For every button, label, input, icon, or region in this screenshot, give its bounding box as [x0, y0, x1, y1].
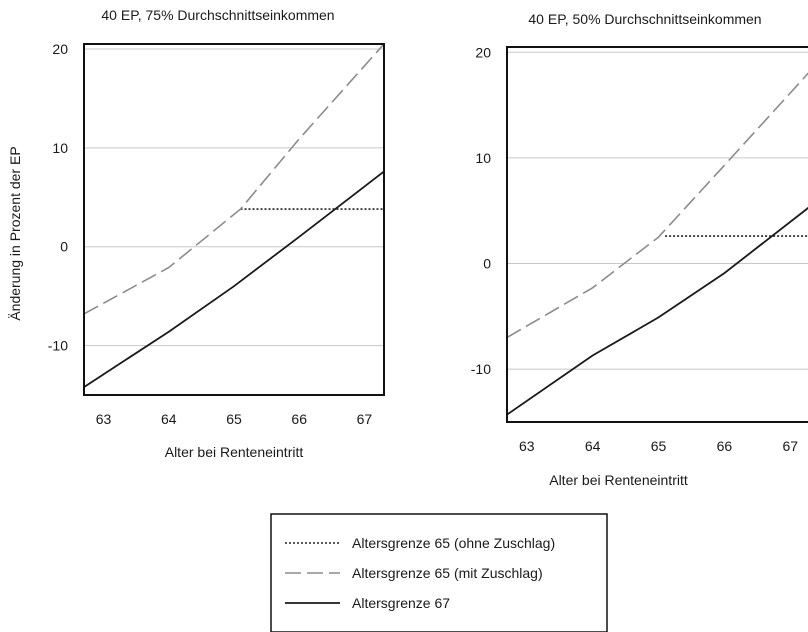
- y-tick-label: 20: [475, 44, 491, 60]
- chart-title: 40 EP, 75% Durchschnittseinkommen: [101, 7, 334, 23]
- x-tick-label: 64: [161, 411, 177, 427]
- chart-panel-1: 40 EP, 75% Durchschnittseinkommen -10 0 10 2…: [7, 7, 385, 460]
- y-tick-label: 10: [475, 150, 491, 166]
- series-line-solid: [507, 206, 808, 416]
- y-tick-label: -10: [48, 338, 68, 354]
- chart-panel-2: 40 EP, 50% Durchschnittseinkommen -10 0 10 2…: [471, 11, 808, 488]
- x-axis-label: Alter bei Renteneintritt: [165, 444, 304, 460]
- x-tick-label: 67: [357, 411, 373, 427]
- legend-box: [270, 513, 608, 632]
- x-tick-label: 67: [782, 438, 798, 454]
- x-tick-label: 63: [519, 438, 535, 454]
- x-tick-label: 65: [226, 411, 242, 427]
- x-axis-label: Alter bei Renteneintritt: [549, 472, 688, 488]
- series-line-dashed: [84, 44, 384, 315]
- x-tick-label: 65: [651, 438, 667, 454]
- x-tick-label: 64: [585, 438, 601, 454]
- series-line-dashed: [507, 72, 808, 339]
- y-tick-label: 0: [483, 256, 491, 272]
- y-axis-label: Änderung in Prozent der EP: [7, 146, 23, 320]
- y-tick-label: 0: [60, 239, 68, 255]
- x-tick-label: 66: [291, 411, 307, 427]
- y-tick-label: 10: [52, 140, 68, 156]
- plot-frame: [506, 46, 808, 423]
- legend-label: Altersgrenze 67: [352, 595, 450, 611]
- series-group: [507, 72, 808, 416]
- legend-label: Altersgrenze 65 (ohne Zuschlag): [352, 535, 555, 551]
- legend: Altersgrenze 65 (ohne Zuschlag) Altersgre…: [270, 513, 608, 632]
- y-tick-label: -10: [471, 361, 491, 377]
- x-tick-label: 63: [96, 411, 112, 427]
- x-tick-label: 66: [717, 438, 733, 454]
- chart-title: 40 EP, 50% Durchschnittseinkommen: [528, 11, 761, 27]
- y-tick-label: 20: [52, 41, 68, 57]
- series-line-solid: [84, 170, 384, 388]
- charts: 40 EP, 75% Durchschnittseinkommen -10 0 10 2…: [7, 7, 808, 488]
- series-group: [84, 44, 384, 388]
- legend-label: Altersgrenze 65 (mit Zuschlag): [352, 565, 543, 581]
- plot-frame: [83, 43, 385, 396]
